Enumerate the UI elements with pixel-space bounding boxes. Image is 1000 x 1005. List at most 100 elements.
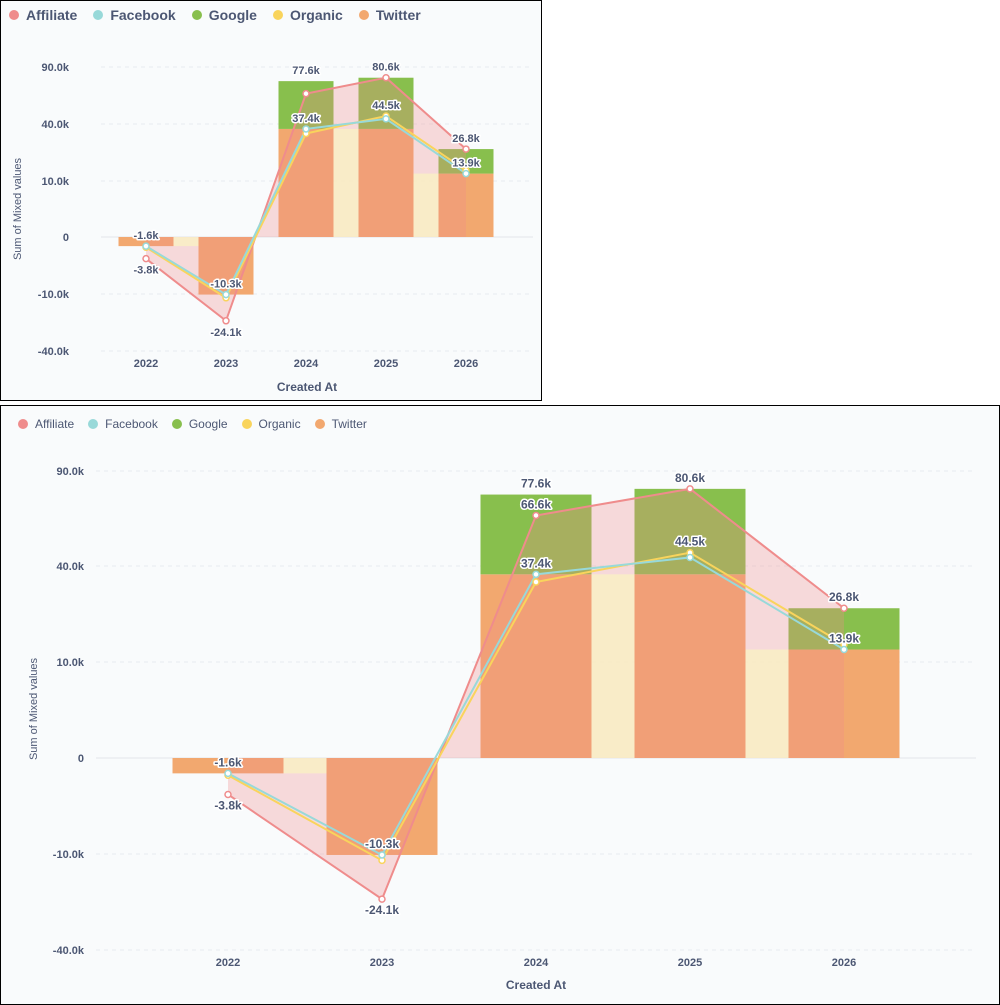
legend-swatch [88,419,99,429]
legend-label: Organic [289,7,343,23]
legend-label: Twitter [331,417,367,431]
bar-google-2024 [480,494,592,575]
y-tick-label: 90.0k [56,466,84,478]
legend-item-affiliate[interactable]: Affiliate [9,7,77,23]
y-tick-label: -10.0k [53,849,85,861]
chart-panel-large: Affiliate Facebook Google Organic Twitter 90… [0,405,1000,1005]
chart-plot: 90.0k 40.0k 10.0k 0 -10.0k -40.0k 2022 2023 2024… [28,466,976,992]
point-affiliate-2025 [686,485,694,493]
area-affiliate [228,488,844,900]
y-axis-title: Sum of Mixed values [28,657,40,760]
data-label: 44.5k [675,535,705,549]
legend-item-twitter[interactable]: Twitter [314,417,367,431]
legend-item-google[interactable]: Google [191,7,257,23]
point-facebook-2025 [686,553,694,562]
point-affiliate-2024 [532,511,540,520]
data-label: 77.6k [521,477,551,491]
area-affiliate [146,77,466,321]
point-affiliate-2023 [222,317,230,325]
point-affiliate-2026 [462,145,470,153]
x-tick-label: 2023 [370,957,394,969]
legend-item-twitter[interactable]: Twitter [358,7,421,23]
legend-item-organic[interactable]: Organic [241,417,301,431]
x-tick-label: 2023 [214,358,238,370]
legend-swatch [93,10,104,20]
legend: Affiliate Facebook Google Organic Twitter [18,417,381,431]
legend-item-affiliate[interactable]: Affiliate [18,417,74,431]
data-label: 44.5k [372,100,400,112]
legend: Affiliate Facebook Google Organic Twitter [9,7,437,23]
bar-twitter-2026 [438,173,494,237]
point-affiliate-2025 [382,73,390,82]
data-label: 80.6k [675,471,705,485]
legend-item-organic[interactable]: Organic [272,7,343,23]
legend-swatch [18,419,28,429]
data-label: 77.6k [292,65,320,77]
gap-fill [173,237,199,247]
data-label: 37.4k [292,113,320,125]
bar-twitter-2025 [358,128,414,237]
point-facebook-2023 [378,851,386,859]
point-facebook-2026 [840,645,848,654]
legend-swatch [358,10,369,20]
point-affiliate-2026 [840,604,848,612]
y-tick-label: 90.0k [41,62,69,74]
chart-panel-small: Affiliate Facebook Google Organic Twitter 90… [0,0,542,401]
x-tick-label: 2025 [678,957,702,969]
y-tick-label: -40.0k [38,346,70,358]
x-tick-label: 2024 [524,957,549,969]
bar-twitter-2022 [118,237,174,247]
bar-twitter-2024 [480,574,592,758]
point-affiliate-2023 [378,895,386,903]
point-facebook-2024 [302,125,310,133]
data-label: -10.3k [365,837,399,851]
legend-label: Google [188,417,228,431]
bar-twitter-2025 [634,574,746,758]
point-facebook-2024 [532,570,540,579]
x-tick-label: 2022 [216,957,240,969]
legend-label: Affiliate [35,417,75,431]
legend-swatch [272,10,283,20]
legend-swatch [314,419,325,429]
gap-fill [333,128,359,237]
legend-swatch [241,419,252,429]
legend-label: Affiliate [26,7,78,23]
y-tick-label: -10.0k [38,289,70,301]
point-facebook-2022 [224,769,232,778]
y-tick-label: -40.0k [53,945,85,957]
y-axis-title: Sum of Mixed values [12,157,24,260]
data-label: -24.1k [365,903,399,917]
y-tick-label: 10.0k [56,657,84,669]
point-facebook-2023 [222,290,230,299]
x-axis-title: Created At [277,380,337,394]
point-affiliate-2024 [302,89,310,98]
data-label: -3.8k [133,265,159,277]
x-tick-label: 2026 [454,358,478,370]
y-tick-label: 10.0k [41,176,69,188]
point-affiliate-2022 [142,254,150,263]
legend-item-facebook[interactable]: Facebook [93,7,176,23]
data-label: -1.6k [133,230,159,242]
data-label: 13.9k [829,632,859,646]
bar-twitter-2026 [788,649,900,758]
point-affiliate-2022 [224,790,232,799]
y-tick-label: 0 [78,753,84,765]
x-tick-label: 2024 [294,358,319,370]
data-label: 80.6k [372,62,400,74]
legend-item-google[interactable]: Google [171,417,228,431]
data-label: 26.8k [829,590,859,604]
chart-plot: 90.0k 40.0k 10.0k 0 -10.0k -40.0k 2022 2023 2024… [12,60,533,394]
y-tick-label: 40.0k [41,119,69,131]
legend-label: Google [208,7,257,23]
data-label: 26.8k [452,133,480,145]
data-label: 37.4k [521,556,551,570]
x-axis-title: Created At [506,978,566,992]
data-label: -10.3k [210,279,242,291]
y-tick-label: 0 [63,232,69,244]
data-label: 13.9k [452,158,480,170]
point-organic-2024 [532,578,540,586]
x-tick-label: 2025 [374,358,398,370]
point-facebook-2022 [142,242,150,250]
legend-item-facebook[interactable]: Facebook [88,417,158,431]
gap-fill [413,173,439,237]
